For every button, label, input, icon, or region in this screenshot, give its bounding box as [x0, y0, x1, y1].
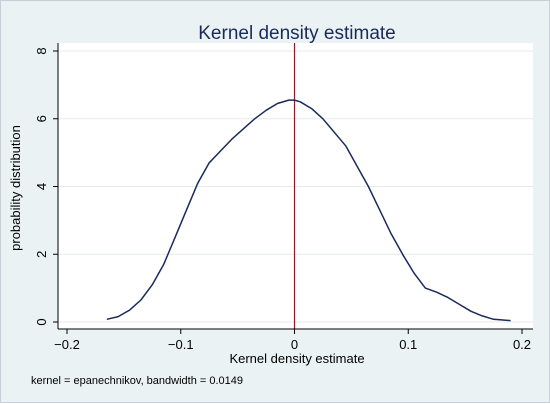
axes: −0.2 −0.1 0 0.1 0.2 0 2 4 6 8: [34, 43, 533, 352]
x-axis-label: Kernel density estimate: [229, 351, 364, 366]
y-tick-label-3: 6: [34, 115, 49, 122]
gridlines: [58, 50, 533, 323]
kernel-note: kernel = epanechnikov, bandwidth = 0.014…: [31, 375, 243, 387]
y-tick-label-2: 4: [34, 183, 49, 190]
x-tick-label-1: −0.1: [168, 337, 194, 352]
y-tick-label-0: 0: [34, 318, 49, 325]
y-tick-label-4: 8: [34, 47, 49, 54]
x-tick-label-0: −0.2: [54, 337, 80, 352]
series-group: [106, 99, 511, 322]
y-axis-label: probability distribution: [8, 125, 23, 251]
x-tick-label-2: 0: [291, 337, 298, 352]
density-curve-0: [106, 99, 511, 322]
x-tick-label-4: 0.2: [513, 337, 531, 352]
y-tick-label-1: 2: [34, 251, 49, 258]
chart-title: Kernel density estimate: [198, 23, 396, 44]
x-tick-label-3: 0.1: [399, 337, 417, 352]
